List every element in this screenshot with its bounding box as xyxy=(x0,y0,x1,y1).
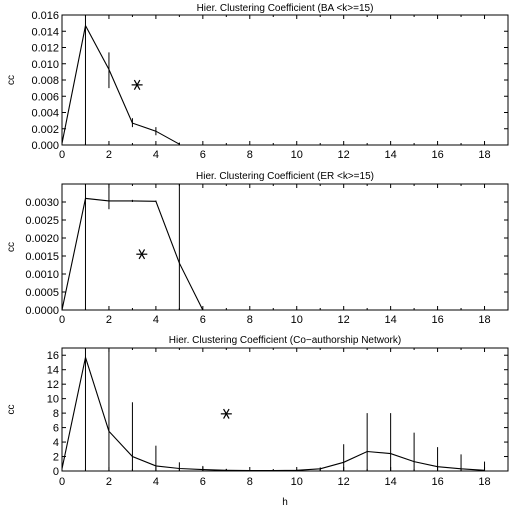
y-tick-label: 0.0015 xyxy=(25,251,59,263)
x-tick-label: 14 xyxy=(385,149,397,161)
x-tick-label: 12 xyxy=(338,314,350,326)
x-tick-label: 4 xyxy=(153,149,159,161)
y-tick-label: 0.010 xyxy=(31,59,59,71)
chart-title: Hier. Clustering Coefficient (Co−authors… xyxy=(169,335,401,346)
x-tick-label: 8 xyxy=(247,314,253,326)
x-tick-label: 18 xyxy=(478,314,490,326)
y-tick-label: 0.0025 xyxy=(25,215,59,227)
y-axis-label: cc xyxy=(6,75,17,85)
asterisk-marker xyxy=(136,249,148,260)
y-tick-label: 0.006 xyxy=(31,91,59,103)
y-tick-label: 4 xyxy=(53,437,59,449)
chart-panel-1: Hier. Clustering Coefficient (BA <k>=15)… xyxy=(6,3,509,161)
series-line xyxy=(61,23,180,145)
series-line xyxy=(61,355,485,472)
x-tick-label: 14 xyxy=(385,476,397,488)
x-tick-label: 18 xyxy=(478,149,490,161)
x-tick-label: 0 xyxy=(59,314,65,326)
y-tick-label: 0.0000 xyxy=(25,305,59,317)
y-tick-label: 14 xyxy=(47,365,59,377)
y-tick-label: 0.0010 xyxy=(25,269,59,281)
y-tick-label: 0 xyxy=(53,466,59,478)
y-tick-label: 0.012 xyxy=(31,43,59,55)
x-tick-label: 2 xyxy=(106,314,112,326)
chart-title: Hier. Clustering Coefficient (ER <k>=15) xyxy=(196,171,374,182)
x-tick-label: 8 xyxy=(247,476,253,488)
x-tick-label: 16 xyxy=(431,476,443,488)
x-tick-label: 0 xyxy=(59,476,65,488)
x-tick-label: 6 xyxy=(200,149,206,161)
x-tick-label: 14 xyxy=(385,314,397,326)
x-tick-label: 10 xyxy=(291,149,303,161)
y-axis-label: cc xyxy=(6,242,17,252)
y-tick-label: 10 xyxy=(47,394,59,406)
y-tick-label: 2 xyxy=(53,452,59,464)
y-tick-label: 16 xyxy=(47,350,59,362)
x-tick-label: 0 xyxy=(59,149,65,161)
chart-panel-3: Hier. Clustering Coefficient (Co−authors… xyxy=(6,335,509,508)
y-tick-label: 0.000 xyxy=(31,140,59,152)
series-line xyxy=(61,197,204,311)
y-tick-label: 8 xyxy=(53,408,59,420)
x-tick-label: 16 xyxy=(431,314,443,326)
y-tick-label: 0.0030 xyxy=(25,197,59,209)
y-tick-label: 0.0020 xyxy=(25,233,59,245)
x-tick-label: 10 xyxy=(291,314,303,326)
y-tick-label: 0.016 xyxy=(31,10,59,22)
x-tick-label: 4 xyxy=(153,476,159,488)
chart-panel-2: Hier. Clustering Coefficient (ER <k>=15)… xyxy=(6,171,509,326)
x-axis-label: h xyxy=(282,497,288,508)
y-tick-label: 0.0005 xyxy=(25,287,59,299)
asterisk-stroke xyxy=(223,408,230,419)
x-tick-label: 10 xyxy=(291,476,303,488)
plot-frame xyxy=(61,14,509,146)
y-tick-label: 6 xyxy=(53,423,59,435)
asterisk-stroke xyxy=(133,79,141,90)
y-tick-label: 0.014 xyxy=(31,26,59,38)
y-tick-label: 12 xyxy=(47,379,59,391)
asterisk-marker xyxy=(220,408,232,419)
x-tick-label: 18 xyxy=(478,476,490,488)
y-tick-label: 0.004 xyxy=(31,108,59,120)
x-tick-label: 12 xyxy=(338,476,350,488)
plot-frame xyxy=(61,183,509,311)
x-tick-label: 6 xyxy=(200,476,206,488)
y-tick-label: 0.008 xyxy=(31,75,59,87)
asterisk-marker xyxy=(131,79,143,90)
x-tick-label: 2 xyxy=(106,476,112,488)
chart-title: Hier. Clustering Coefficient (BA <k>=15) xyxy=(197,3,374,14)
x-tick-label: 16 xyxy=(431,149,443,161)
x-tick-label: 8 xyxy=(247,149,253,161)
asterisk-stroke xyxy=(138,249,146,260)
x-tick-label: 2 xyxy=(106,149,112,161)
x-tick-label: 6 xyxy=(200,314,206,326)
y-axis-label: cc xyxy=(6,405,17,415)
x-tick-label: 12 xyxy=(338,149,350,161)
y-tick-label: 0.002 xyxy=(31,124,59,136)
x-tick-label: 4 xyxy=(153,314,159,326)
